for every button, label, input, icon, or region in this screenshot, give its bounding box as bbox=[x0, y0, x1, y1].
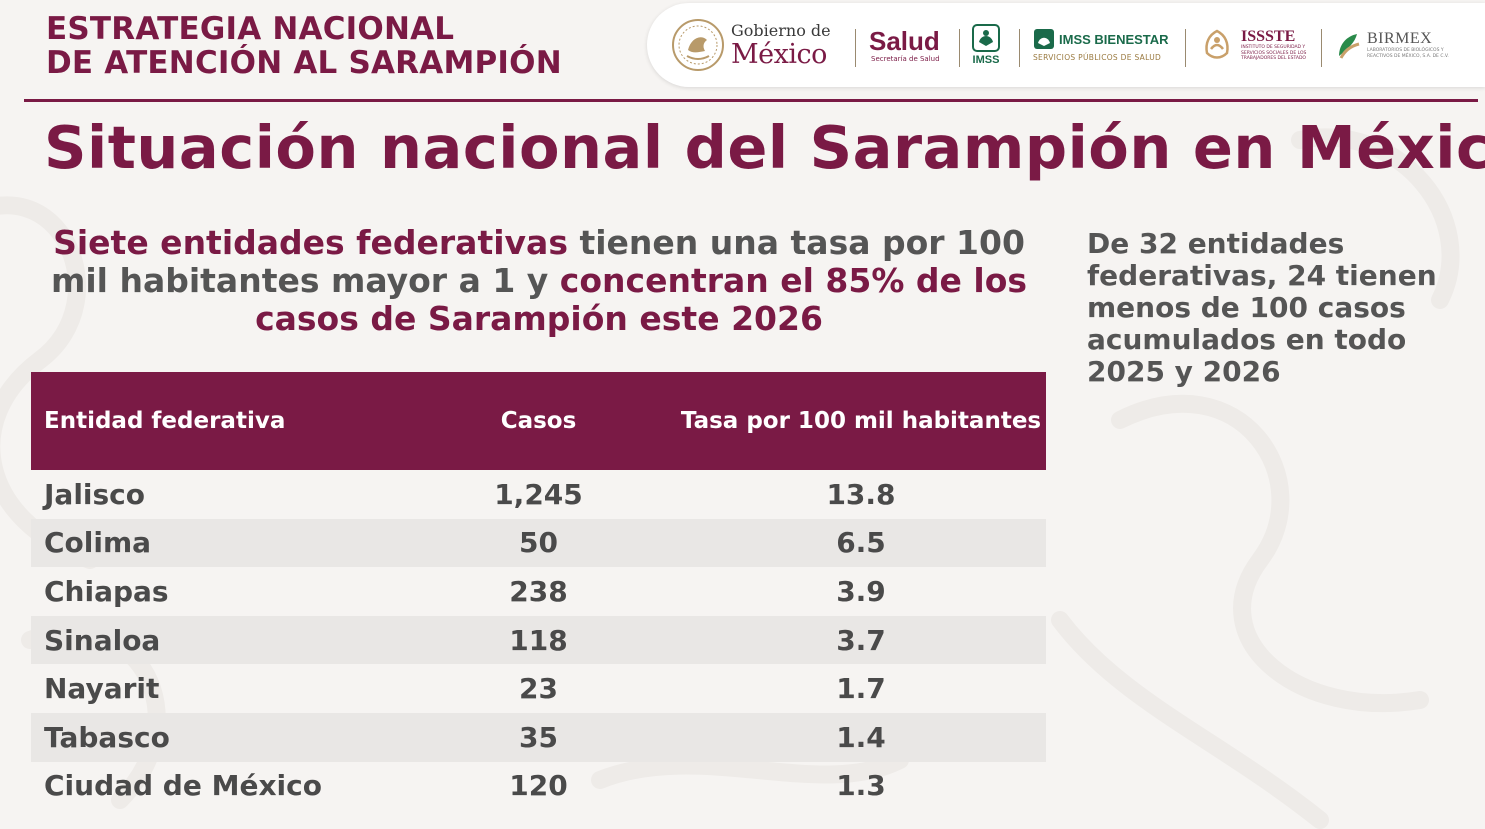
cell-casos: 1,245 bbox=[494, 477, 583, 511]
subtitle-highlight-1: Siete entidades federativas bbox=[53, 223, 568, 262]
table-row: Tabasco 35 1.4 bbox=[31, 712, 1046, 762]
issste-emblem-icon bbox=[1205, 29, 1229, 59]
subtitle: Siete entidades federativas tienen una t… bbox=[40, 224, 1038, 338]
logo-bar: Gobierno de México Salud Secretaría de S… bbox=[647, 3, 1485, 87]
eagle-seal-icon bbox=[672, 19, 724, 71]
strategy-title-line1: ESTRATEGIA NACIONAL bbox=[46, 11, 455, 47]
gobierno-big-text: México bbox=[731, 38, 827, 70]
page-title: Situación nacional del Sarampión en Méxi… bbox=[44, 113, 1485, 182]
imss-eagle-icon bbox=[972, 23, 1000, 52]
cell-tasa: 1.7 bbox=[836, 672, 886, 706]
gobierno-seal bbox=[671, 3, 725, 87]
logo-separator bbox=[855, 29, 856, 67]
cell-entidad: Chiapas bbox=[44, 574, 169, 608]
salud-small-text: Secretaría de Salud bbox=[871, 54, 940, 63]
header-divider bbox=[24, 99, 1478, 102]
cell-entidad: Tabasco bbox=[31, 712, 401, 762]
cell-casos: 238 bbox=[509, 574, 568, 608]
cell-entidad: Colima bbox=[31, 518, 401, 568]
logo-separator bbox=[1321, 29, 1322, 67]
cell-entidad: Nayarit bbox=[44, 672, 160, 706]
gobierno-logo: Gobierno de México bbox=[731, 3, 831, 87]
cell-tasa: 6.5 bbox=[676, 518, 1046, 568]
table-row: Sinaloa 118 3.7 bbox=[31, 615, 1046, 665]
cell-entidad: Ciudad de México bbox=[44, 769, 322, 803]
salud-big-text: Salud bbox=[869, 25, 940, 56]
bienestar-big-text: IMSS BIENESTAR bbox=[1059, 31, 1169, 47]
birmex-logo: BIRMEX LABORATORIOS DE BIOLÓGICOS Y REAC… bbox=[1335, 3, 1459, 87]
imss-text: IMSS bbox=[972, 53, 1000, 66]
cell-tasa: 1.4 bbox=[676, 712, 1046, 762]
cell-tasa: 3.9 bbox=[836, 574, 886, 608]
logo-separator bbox=[1185, 29, 1186, 67]
bienestar-small-text: SERVICIOS PÚBLICOS DE SALUD bbox=[1033, 53, 1162, 62]
cell-tasa: 3.7 bbox=[676, 615, 1046, 665]
cell-casos: 50 bbox=[401, 518, 676, 568]
issste-logo: ISSSTE INSTITUTO DE SEGURIDAD Y SERVICIO… bbox=[1199, 3, 1311, 87]
cell-casos: 35 bbox=[401, 712, 676, 762]
cell-tasa: 1.3 bbox=[836, 769, 886, 803]
cases-table: Entidad federativa Casos Tasa por 100 mi… bbox=[31, 372, 1046, 810]
subtitle-highlight-2: concentran el 85% de los casos de Saramp… bbox=[255, 261, 1028, 338]
strategy-title-line2: DE ATENCIÓN AL SARAMPIÓN bbox=[46, 45, 562, 81]
issste-small-text: INSTITUTO DE SEGURIDAD Y SERVICIOS SOCIA… bbox=[1241, 45, 1307, 62]
bienestar-emblem-icon bbox=[1034, 29, 1054, 49]
subtitle-plain: tienen una tasa por 100 mil habitantes m… bbox=[50, 223, 1025, 300]
cell-casos: 23 bbox=[519, 672, 558, 706]
cell-tasa: 13.8 bbox=[826, 477, 896, 511]
cell-entidad: Jalisco bbox=[44, 477, 146, 511]
birmex-leaf-icon bbox=[1339, 34, 1360, 59]
cell-entidad: Sinaloa bbox=[31, 615, 401, 665]
imss-logo: IMSS bbox=[972, 3, 1000, 87]
table-row: Chiapas 238 3.9 bbox=[31, 567, 1046, 616]
logo-separator bbox=[1019, 29, 1020, 67]
logo-separator bbox=[959, 29, 960, 67]
salud-logo: Salud Secretaría de Salud bbox=[869, 3, 940, 87]
cell-casos: 118 bbox=[401, 615, 676, 665]
table-row: Colima 50 6.5 bbox=[31, 518, 1046, 568]
column-header-tasa: Tasa por 100 mil habitantes bbox=[676, 372, 1046, 470]
birmex-small-text: LABORATORIOS DE BIOLÓGICOS Y REACTIVOS D… bbox=[1367, 48, 1449, 59]
birmex-big-text: BIRMEX bbox=[1367, 30, 1433, 47]
table-header-row: Entidad federativa Casos Tasa por 100 mi… bbox=[31, 372, 1046, 470]
side-note: De 32 entidades federativas, 24 tienen m… bbox=[1087, 227, 1437, 388]
column-header-casos: Casos bbox=[401, 372, 676, 470]
table-row: Ciudad de México 120 1.3 bbox=[31, 762, 1046, 811]
cell-casos: 120 bbox=[509, 769, 568, 803]
gobierno-small-text: Gobierno de bbox=[731, 20, 831, 40]
table-row: Jalisco 1,245 13.8 bbox=[31, 470, 1046, 519]
imss-bienestar-logo: IMSS BIENESTAR SERVICIOS PÚBLICOS DE SAL… bbox=[1033, 3, 1169, 87]
column-header-entidad: Entidad federativa bbox=[31, 372, 401, 470]
issste-big-text: ISSSTE bbox=[1241, 28, 1296, 46]
strategy-title: ESTRATEGIA NACIONAL DE ATENCIÓN AL SARAM… bbox=[46, 12, 646, 80]
table-row: Nayarit 23 1.7 bbox=[31, 664, 1046, 713]
